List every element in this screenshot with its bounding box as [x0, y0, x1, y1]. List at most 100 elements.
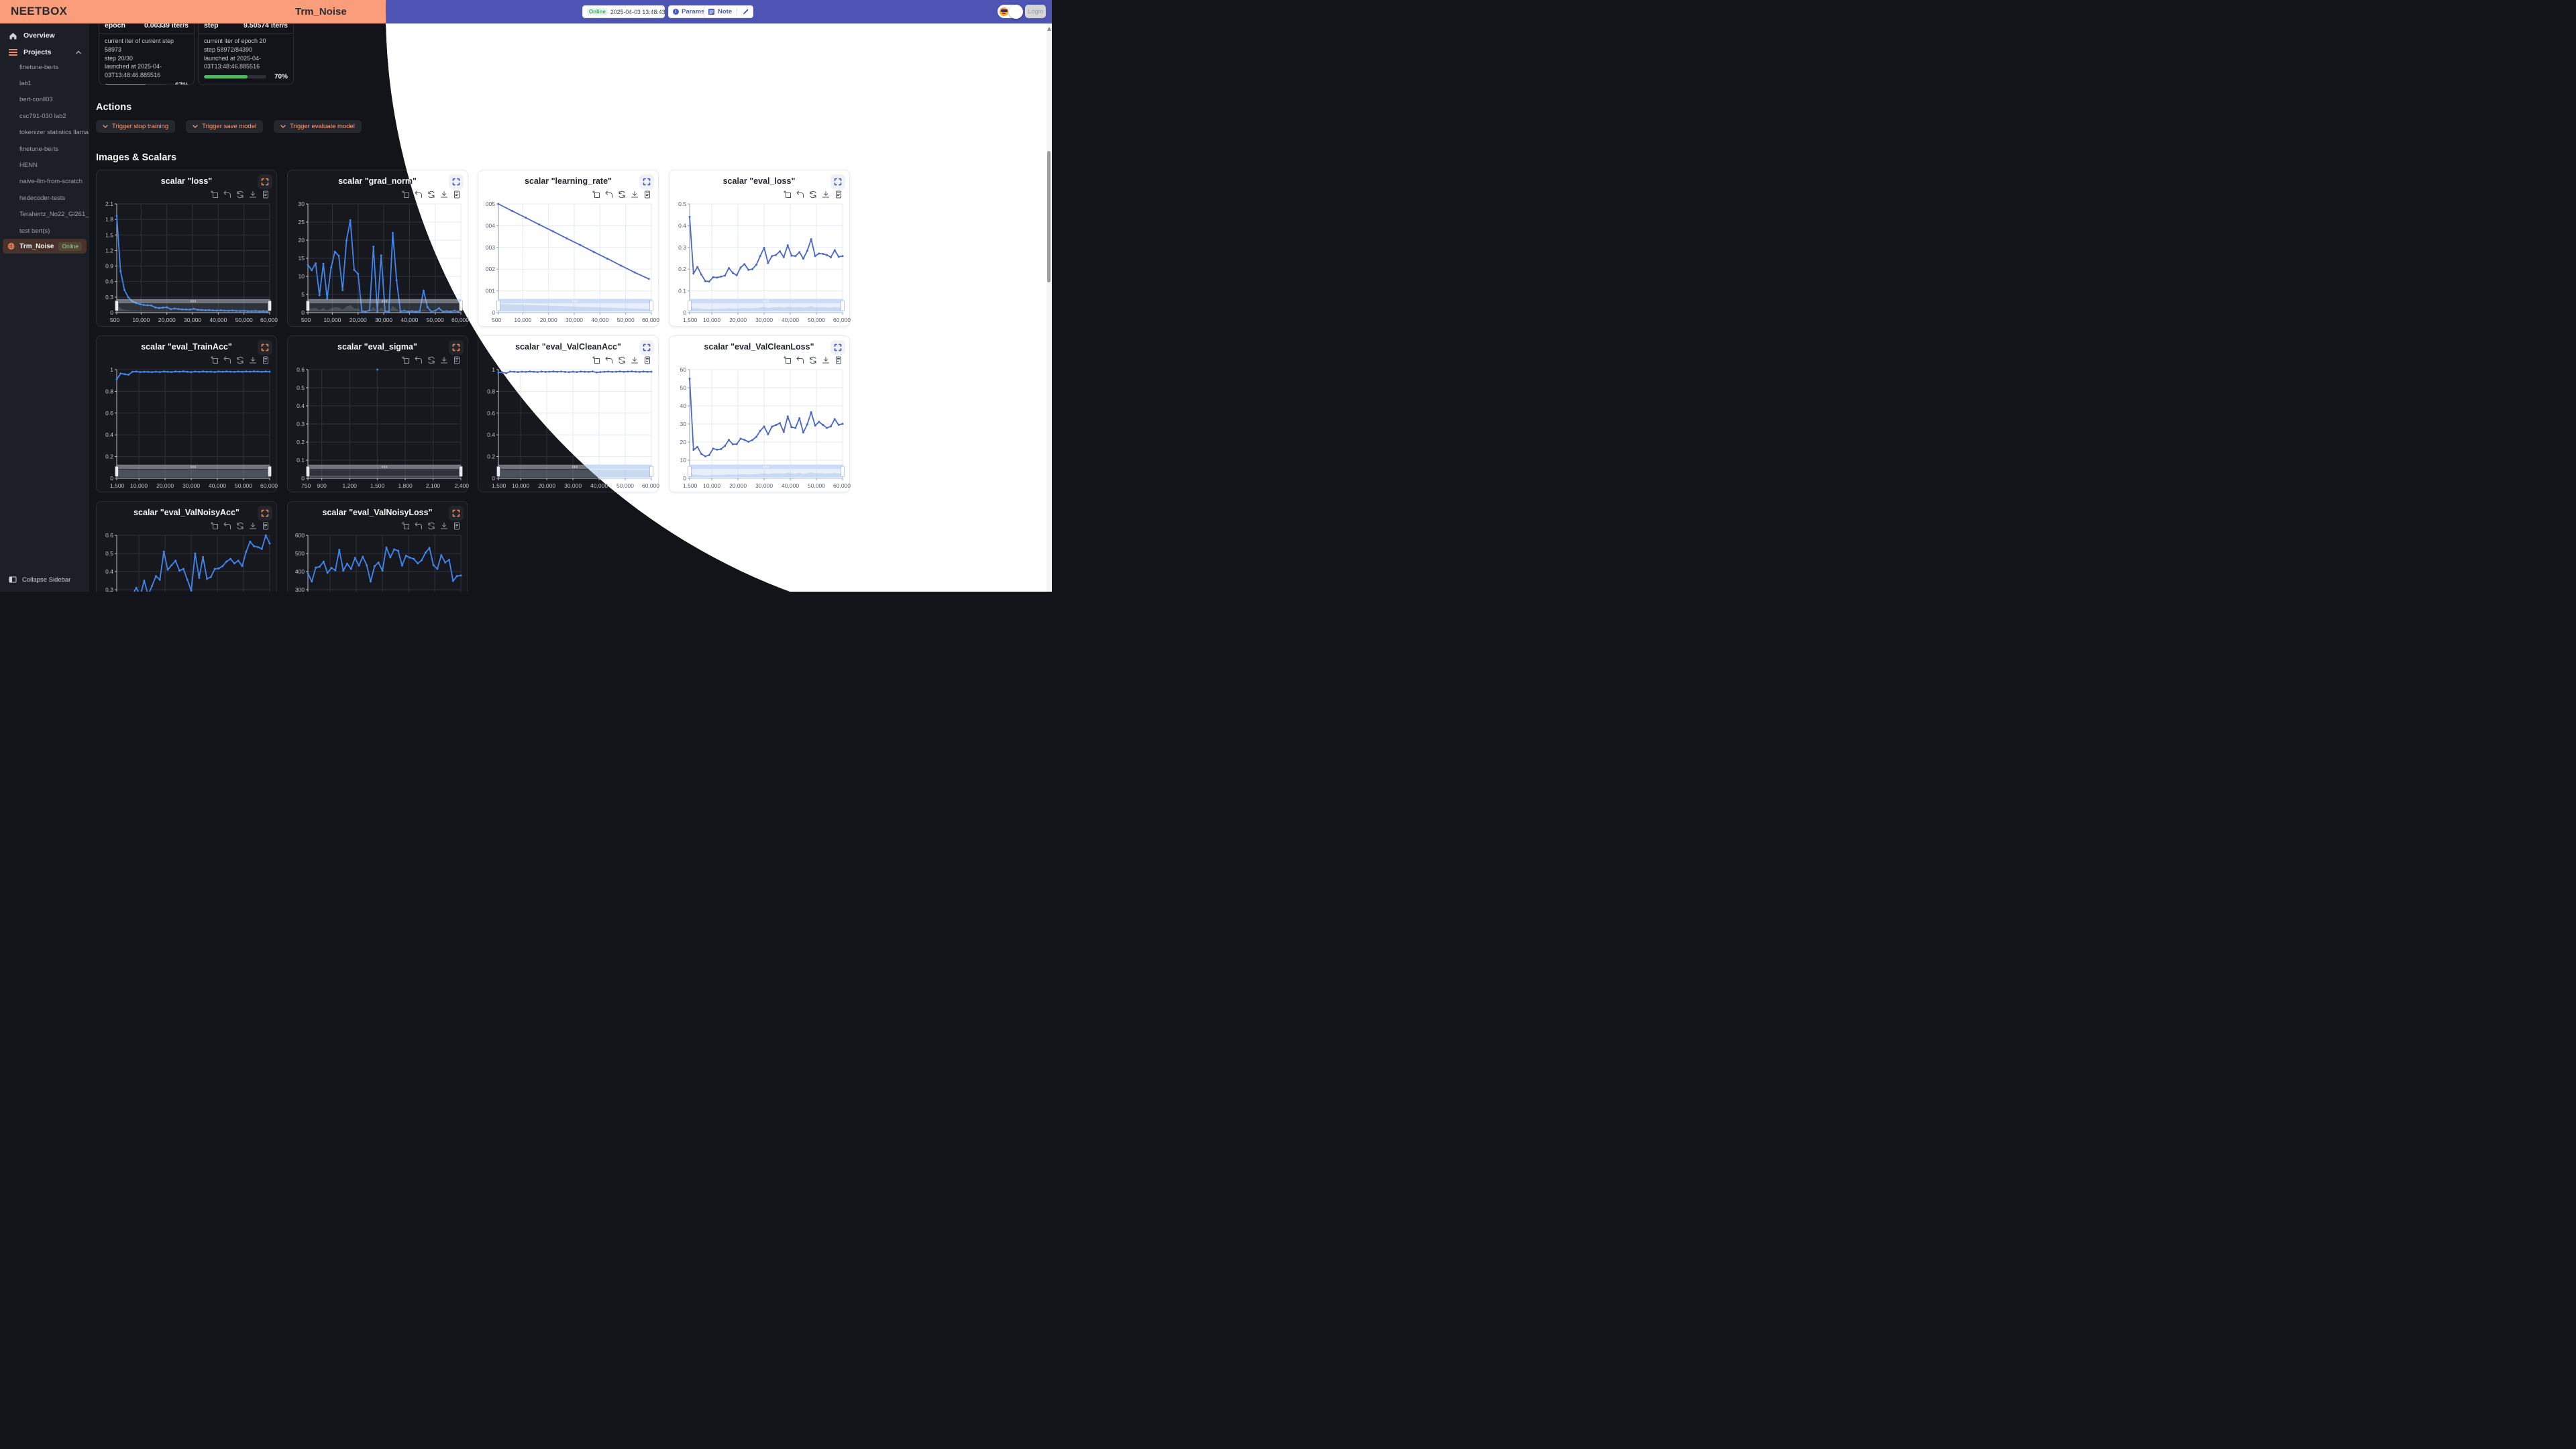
download-icon[interactable] [249, 191, 257, 199]
action-button-trigger-evaluate-model[interactable]: Trigger evaluate model [274, 120, 362, 133]
edit-pen-icon[interactable] [742, 8, 749, 15]
toggle-knob[interactable] [1009, 4, 1023, 19]
page-scrollbar[interactable] [1046, 23, 1052, 592]
action-button-label: Trigger save model [202, 123, 257, 130]
download-icon[interactable] [440, 356, 448, 364]
run-status-selector[interactable]: Online 2025-04-03 13:48:43 [582, 5, 673, 18]
login-button[interactable]: Login [1025, 5, 1046, 18]
data-view-icon[interactable] [643, 191, 651, 199]
expand-icon[interactable] [448, 340, 464, 355]
data-view-icon[interactable] [835, 356, 843, 364]
refresh-icon[interactable] [427, 191, 435, 199]
download-icon[interactable] [249, 356, 257, 364]
refresh-icon[interactable] [236, 522, 244, 530]
data-view-icon[interactable] [453, 356, 461, 364]
restore-zoom-icon[interactable] [223, 356, 231, 364]
expand-icon[interactable] [639, 174, 654, 189]
collapse-sidebar-button[interactable]: Collapse Sidebar [9, 576, 70, 584]
data-view-icon[interactable] [835, 191, 843, 199]
zoom-select-icon[interactable] [783, 356, 792, 364]
download-icon[interactable] [440, 191, 448, 199]
svg-text:0.5: 0.5 [105, 550, 113, 557]
action-button-trigger-save-model[interactable]: Trigger save model [186, 120, 264, 133]
zoom-select-icon[interactable] [401, 356, 410, 364]
sidebar-item-trm-noise-selected[interactable]: Trm_Noise Online [3, 239, 87, 254]
sidebar-project-item[interactable]: finetune-berts [19, 63, 59, 71]
download-icon[interactable] [249, 522, 257, 530]
svg-text:500: 500 [110, 317, 119, 323]
zoom-select-icon[interactable] [401, 522, 410, 530]
svg-text:25: 25 [298, 219, 305, 225]
svg-text:1,500: 1,500 [683, 317, 698, 323]
sidebar-project-item[interactable]: lab1 [19, 80, 32, 88]
restore-zoom-icon[interactable] [415, 191, 423, 199]
refresh-icon[interactable] [809, 356, 817, 364]
data-view-icon[interactable] [262, 356, 270, 364]
zoom-select-icon[interactable] [211, 522, 219, 530]
chevron-down-icon [193, 125, 198, 128]
restore-zoom-icon[interactable] [605, 356, 613, 364]
sidebar-project-item[interactable]: naive-llm-from-scratch [19, 178, 83, 186]
data-view-icon[interactable] [643, 356, 651, 364]
svg-text:003: 003 [486, 244, 495, 251]
sidebar-item-overview[interactable]: Overview [0, 30, 89, 42]
sidebar-project-item[interactable]: Terahertz_No22_Gl261_gl... [19, 211, 89, 219]
expand-icon[interactable] [830, 174, 845, 189]
expand-icon[interactable] [448, 174, 464, 189]
restore-zoom-icon[interactable] [605, 191, 613, 199]
zoom-select-icon[interactable] [592, 356, 600, 364]
svg-text:0.6: 0.6 [297, 366, 305, 373]
data-view-icon[interactable] [453, 191, 461, 199]
sidebar-project-item[interactable]: test bert(s) [19, 227, 50, 235]
restore-zoom-icon[interactable] [223, 191, 231, 199]
expand-icon[interactable] [830, 340, 845, 355]
sidebar-project-item[interactable]: tokenizer statistics llama... [19, 129, 89, 137]
expand-icon[interactable] [258, 340, 272, 355]
sidebar-project-item[interactable]: bert-conll03 [19, 96, 53, 104]
download-icon[interactable] [631, 191, 639, 199]
params-button[interactable]: i Params [668, 5, 710, 18]
expand-icon[interactable] [258, 506, 272, 521]
note-button[interactable]: Note [704, 5, 754, 18]
download-icon[interactable] [440, 522, 448, 530]
refresh-icon[interactable] [236, 191, 244, 199]
sidebar-item-projects[interactable]: Projects [0, 46, 89, 58]
expand-icon[interactable] [448, 506, 464, 521]
restore-zoom-icon[interactable] [796, 191, 804, 199]
restore-zoom-icon[interactable] [415, 522, 423, 530]
zoom-select-icon[interactable] [592, 191, 600, 199]
zoom-select-icon[interactable] [401, 191, 410, 199]
refresh-icon[interactable] [618, 191, 626, 199]
refresh-icon[interactable] [618, 356, 626, 364]
restore-zoom-icon[interactable] [796, 356, 804, 364]
action-button-trigger-stop-training[interactable]: Trigger stop training [96, 120, 176, 133]
zoom-select-icon[interactable] [211, 356, 219, 364]
refresh-icon[interactable] [236, 356, 244, 364]
restore-zoom-icon[interactable] [223, 522, 231, 530]
chart-toolbar [592, 191, 651, 199]
svg-text:20: 20 [298, 237, 305, 244]
refresh-icon[interactable] [427, 522, 435, 530]
sidebar-project-item[interactable]: hedecoder-tests [19, 194, 66, 202]
zoom-select-icon[interactable] [783, 191, 792, 199]
scrollbar-thumb[interactable] [1047, 151, 1051, 282]
scrollbar-up-arrow[interactable] [1046, 27, 1051, 31]
download-icon[interactable] [822, 191, 830, 199]
data-view-icon[interactable] [262, 191, 270, 199]
data-view-icon[interactable] [453, 522, 461, 530]
theme-toggle[interactable] [998, 4, 1023, 19]
chevron-up-icon[interactable] [76, 50, 81, 54]
expand-icon[interactable] [639, 340, 654, 355]
refresh-icon[interactable] [427, 356, 435, 364]
restore-zoom-icon[interactable] [415, 356, 423, 364]
zoom-select-icon[interactable] [211, 191, 219, 199]
refresh-icon[interactable] [809, 191, 817, 199]
expand-icon[interactable] [258, 174, 272, 189]
sidebar-project-item[interactable]: csc791-030 lab2 [19, 112, 66, 120]
sidebar-project-item[interactable]: finetune-berts [19, 145, 59, 153]
sidebar-project-item[interactable]: HENN [19, 162, 38, 170]
download-icon[interactable] [631, 356, 639, 364]
download-icon[interactable] [822, 356, 830, 364]
data-view-icon[interactable] [262, 522, 270, 530]
